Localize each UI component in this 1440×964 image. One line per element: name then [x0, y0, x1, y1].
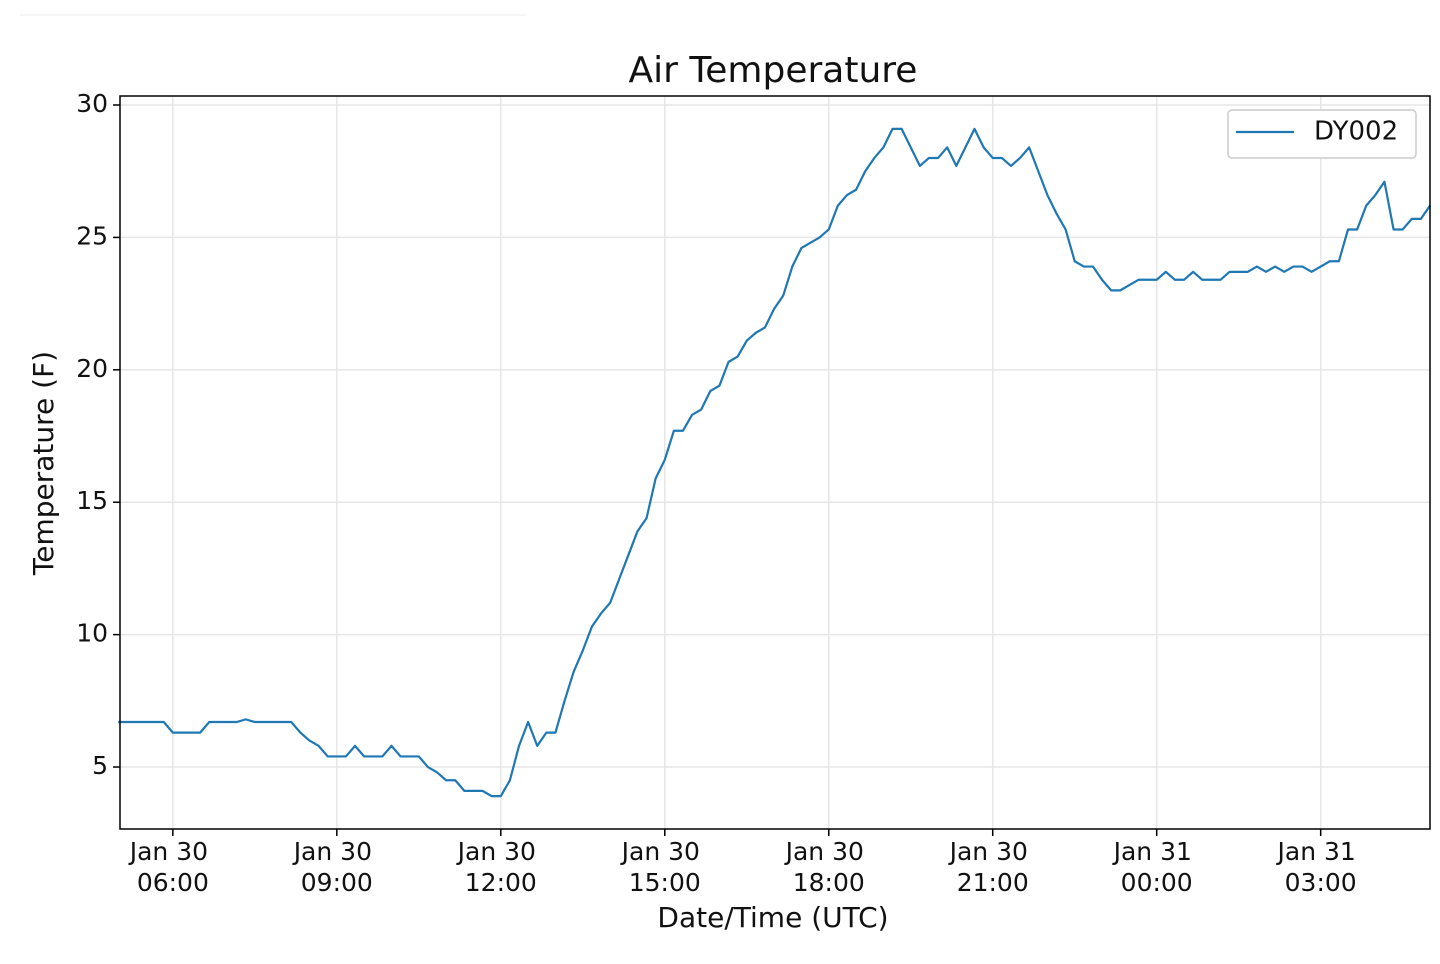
x-tick-label: Jan 31 03:00: [1276, 837, 1364, 897]
chart-title: Air Temperature: [629, 50, 918, 91]
y-tick-label: 15: [76, 486, 108, 515]
plot-frame: [119, 95, 1431, 830]
x-axis-label: Date/Time (UTC): [657, 901, 888, 934]
x-tick-label: Jan 30 21:00: [948, 837, 1036, 897]
y-tick-label: 10: [76, 619, 108, 648]
y-tick-label: 20: [76, 354, 108, 383]
x-tick-label: Jan 30 12:00: [456, 837, 544, 897]
data-line: [118, 127, 1431, 798]
y-axis-label: Temperature (F): [27, 351, 60, 576]
x-tick-label: Jan 30 06:00: [128, 837, 216, 897]
y-tick-label: 25: [76, 221, 108, 250]
x-tick-label: Jan 30 09:00: [292, 837, 380, 897]
y-tick-label: 5: [92, 751, 108, 780]
x-tick-label: Jan 30 15:00: [620, 837, 708, 897]
y-tick-label: 30: [76, 89, 108, 118]
legend-label: DY002: [1314, 117, 1398, 147]
legend-box: [1227, 109, 1417, 159]
x-tick-label: Jan 30 18:00: [784, 837, 872, 897]
x-tick-label: Jan 31 00:00: [1112, 837, 1200, 897]
